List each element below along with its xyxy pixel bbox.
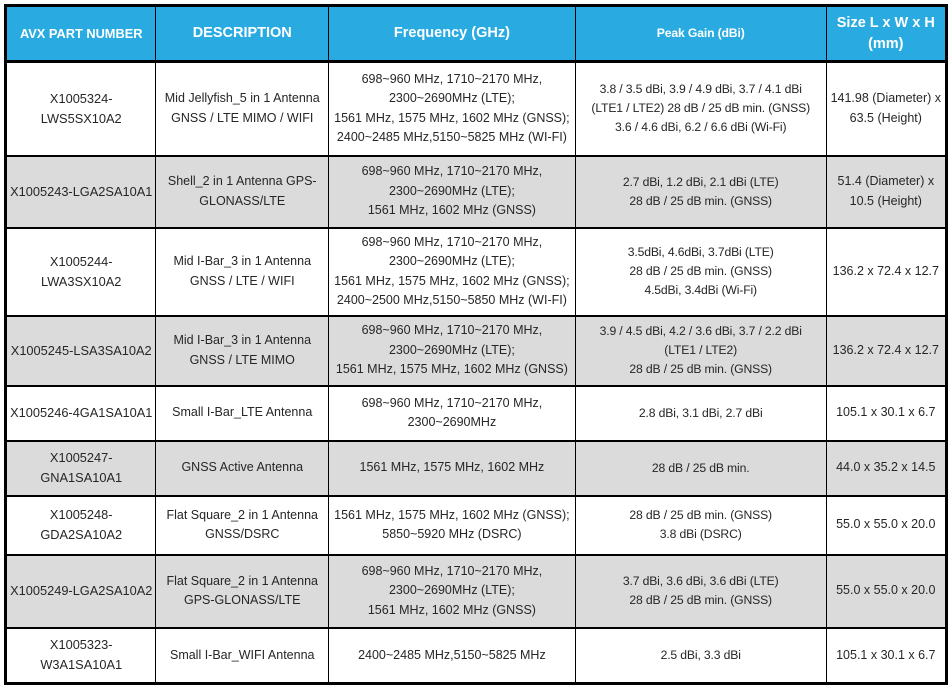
cell-size: 136.2 x 72.4 x 12.7 <box>825 226 948 317</box>
cell-freq: 698~960 MHz, 1710~2170 MHz, 2300~2690MHz <box>328 384 576 442</box>
cell-gain: 2.7 dBi, 1.2 dBi, 2.1 dBi (LTE) 28 dB / … <box>574 154 827 229</box>
cell-freq: 698~960 MHz, 1710~2170 MHz, 2300~2690MHz… <box>328 226 576 317</box>
cell-desc: Small I-Bar_WIFI Antenna <box>155 626 330 685</box>
cell-size: 105.1 x 30.1 x 6.7 <box>825 384 948 442</box>
table-row: X1005323-W3A1SA10A1 Small I-Bar_WIFI Ante… <box>4 626 948 685</box>
cell-desc: Mid I-Bar_3 in 1 Antenna GNSS / LTE / WI… <box>155 226 330 317</box>
cell-desc: Shell_2 in 1 Antenna GPS-GLONASS/LTE <box>155 154 330 229</box>
antenna-parts-table: AVX PART NUMBER DESCRIPTION Frequency (GHz… <box>4 4 948 685</box>
cell-freq: 1561 MHz, 1575 MHz, 1602 MHz <box>328 439 576 497</box>
cell-size: 44.0 x 35.2 x 14.5 <box>825 439 948 497</box>
table-row: X1005248-GDA2SA10A2 Flat Square_2 in 1 An… <box>4 494 948 556</box>
cell-desc: Mid I-Bar_3 in 1 Antenna GNSS / LTE MIMO <box>155 314 330 387</box>
table-body: X1005324-LWS5SX10A2 Mid Jellyfish_5 in 1 … <box>4 60 948 685</box>
cell-desc: Small I-Bar_LTE Antenna <box>155 384 330 442</box>
cell-gain: 3.9 / 4.5 dBi, 4.2 / 3.6 dBi, 3.7 / 2.2 … <box>574 314 827 387</box>
cell-freq: 1561 MHz, 1575 MHz, 1602 MHz (GNSS); 585… <box>328 494 576 556</box>
cell-gain: 3.8 / 3.5 dBi, 3.9 / 4.9 dBi, 3.7 / 4.1 … <box>574 60 827 157</box>
cell-part: X1005324-LWS5SX10A2 <box>4 60 157 157</box>
column-header-part: AVX PART NUMBER <box>4 4 157 63</box>
cell-desc: Mid Jellyfish_5 in 1 Antenna GNSS / LTE … <box>155 60 330 157</box>
cell-gain: 28 dB / 25 dB min. (GNSS) 3.8 dBi (DSRC) <box>574 494 827 556</box>
table-row: X1005244-LWA3SX10A2 Mid I-Bar_3 in 1 Ante… <box>4 226 948 317</box>
cell-gain: 3.5dBi, 4.6dBi, 3.7dBi (LTE) 28 dB / 25 … <box>574 226 827 317</box>
cell-gain: 3.7 dBi, 3.6 dBi, 3.6 dBi (LTE) 28 dB / … <box>574 553 827 629</box>
cell-part: X1005245-LSA3SA10A2 <box>4 314 157 387</box>
column-header-freq: Frequency (GHz) <box>328 4 576 63</box>
cell-freq: 698~960 MHz, 1710~2170 MHz, 2300~2690MHz… <box>328 60 576 157</box>
cell-freq: 2400~2485 MHz,5150~5825 MHz <box>328 626 576 685</box>
cell-part: X1005243-LGA2SA10A1 <box>4 154 157 229</box>
cell-part: X1005248-GDA2SA10A2 <box>4 494 157 556</box>
cell-freq: 698~960 MHz, 1710~2170 MHz, 2300~2690MHz… <box>328 314 576 387</box>
cell-part: X1005249-LGA2SA10A2 <box>4 553 157 629</box>
header-row: AVX PART NUMBER DESCRIPTION Frequency (GHz… <box>4 4 948 63</box>
table-header: AVX PART NUMBER DESCRIPTION Frequency (GHz… <box>4 4 948 63</box>
cell-desc: Flat Square_2 in 1 Antenna GNSS/DSRC <box>155 494 330 556</box>
cell-freq: 698~960 MHz, 1710~2170 MHz, 2300~2690MHz… <box>328 154 576 229</box>
cell-size: 55.0 x 55.0 x 20.0 <box>825 553 948 629</box>
cell-gain: 28 dB / 25 dB min. <box>574 439 827 497</box>
cell-size: 55.0 x 55.0 x 20.0 <box>825 494 948 556</box>
table-row: X1005247-GNA1SA10A1 GNSS Active Antenna 15… <box>4 439 948 497</box>
cell-desc: GNSS Active Antenna <box>155 439 330 497</box>
cell-part: X1005247-GNA1SA10A1 <box>4 439 157 497</box>
cell-gain: 2.5 dBi, 3.3 dBi <box>574 626 827 685</box>
cell-part: X1005244-LWA3SX10A2 <box>4 226 157 317</box>
table-row: X1005245-LSA3SA10A2 Mid I-Bar_3 in 1 Ante… <box>4 314 948 387</box>
cell-desc: Flat Square_2 in 1 Antenna GPS-GLONASS/L… <box>155 553 330 629</box>
cell-size: 136.2 x 72.4 x 12.7 <box>825 314 948 387</box>
cell-part: X1005246-4GA1SA10A1 <box>4 384 157 442</box>
cell-gain: 2.8 dBi, 3.1 dBi, 2.7 dBi <box>574 384 827 442</box>
column-header-desc: DESCRIPTION <box>155 4 330 63</box>
table-row: X1005246-4GA1SA10A1 Small I-Bar_LTE Anten… <box>4 384 948 442</box>
cell-size: 105.1 x 30.1 x 6.7 <box>825 626 948 685</box>
cell-freq: 698~960 MHz, 1710~2170 MHz, 2300~2690MHz… <box>328 553 576 629</box>
table-row: X1005243-LGA2SA10A1 Shell_2 in 1 Antenna … <box>4 154 948 229</box>
column-header-gain: Peak Gain (dBi) <box>574 4 827 63</box>
cell-size: 51.4 (Diameter) x 10.5 (Height) <box>825 154 948 229</box>
cell-size: 141.98 (Diameter) x 63.5 (Height) <box>825 60 948 157</box>
cell-part: X1005323-W3A1SA10A1 <box>4 626 157 685</box>
table-row: X1005324-LWS5SX10A2 Mid Jellyfish_5 in 1 … <box>4 60 948 157</box>
table-row: X1005249-LGA2SA10A2 Flat Square_2 in 1 An… <box>4 553 948 629</box>
column-header-size: Size L x W x H (mm) <box>825 4 948 63</box>
